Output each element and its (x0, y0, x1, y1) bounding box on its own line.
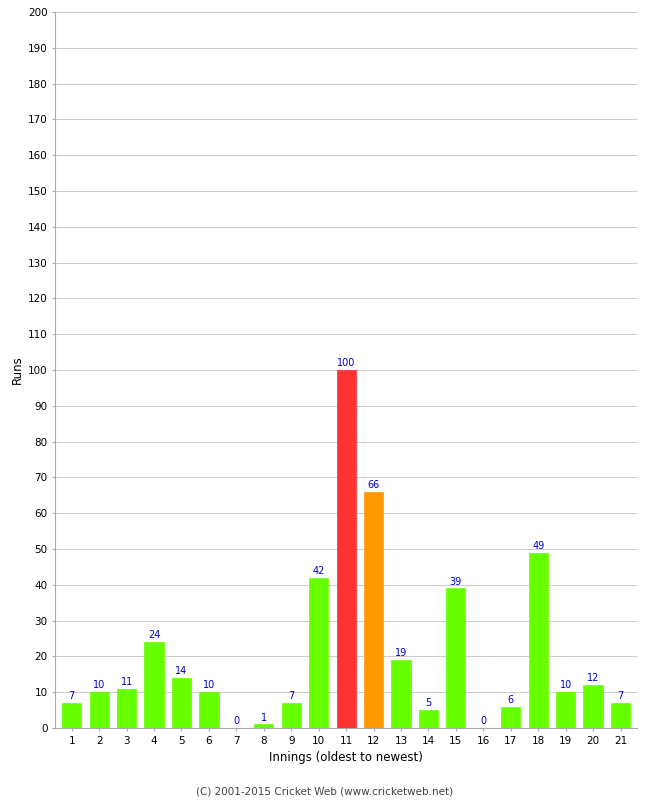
Bar (200, 692, 218, 728)
Text: (C) 2001-2015 Cricket Web (www.cricketweb.net): (C) 2001-2015 Cricket Web (www.cricketwe… (196, 786, 454, 796)
Bar (584, 685, 603, 728)
Bar (117, 689, 136, 728)
Bar (337, 370, 356, 728)
Text: 42: 42 (313, 566, 325, 576)
Text: 19: 19 (395, 648, 407, 658)
Bar (254, 725, 274, 728)
Text: 66: 66 (367, 480, 380, 490)
Bar (172, 678, 191, 728)
Bar (309, 578, 328, 728)
Bar (62, 703, 81, 728)
Text: 10: 10 (560, 681, 572, 690)
Bar (281, 703, 301, 728)
Bar (556, 692, 575, 728)
Text: 0: 0 (233, 716, 239, 726)
X-axis label: Innings (oldest to newest): Innings (oldest to newest) (269, 751, 423, 764)
Text: 11: 11 (120, 677, 133, 687)
Text: 12: 12 (587, 674, 599, 683)
Bar (90, 692, 109, 728)
Bar (144, 642, 164, 728)
Text: 49: 49 (532, 541, 544, 550)
Bar (364, 492, 383, 728)
Text: 10: 10 (93, 681, 105, 690)
Bar (391, 660, 411, 728)
Text: 6: 6 (508, 694, 514, 705)
Bar (528, 553, 548, 728)
Bar (611, 703, 630, 728)
Bar (501, 706, 521, 728)
Text: 10: 10 (203, 681, 215, 690)
Text: 39: 39 (450, 577, 462, 586)
Y-axis label: Runs: Runs (10, 356, 23, 384)
Text: 24: 24 (148, 630, 161, 640)
Bar (419, 710, 438, 728)
Text: 5: 5 (425, 698, 432, 708)
Text: 14: 14 (176, 666, 188, 676)
Text: 0: 0 (480, 716, 486, 726)
Text: 1: 1 (261, 713, 267, 722)
Bar (447, 588, 465, 728)
Text: 7: 7 (288, 691, 294, 701)
Text: 100: 100 (337, 358, 356, 368)
Text: 7: 7 (69, 691, 75, 701)
Text: 7: 7 (618, 691, 623, 701)
